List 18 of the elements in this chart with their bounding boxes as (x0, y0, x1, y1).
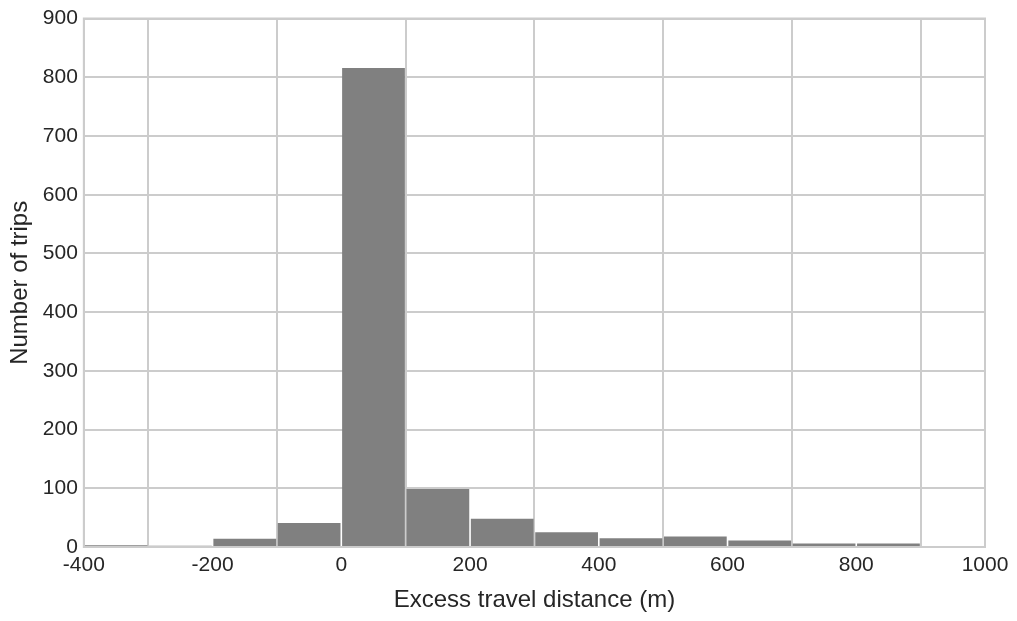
y-tick-label: 500 (42, 240, 78, 264)
x-tick-label: -200 (191, 552, 234, 576)
x-tick-label: 1000 (961, 552, 1009, 576)
x-tick-label: 800 (838, 552, 874, 576)
y-tick-label: 200 (42, 416, 78, 440)
x-axis-title: Excess travel distance (m) (393, 585, 676, 613)
y-tick-label: 400 (42, 298, 78, 322)
y-tick-label: 800 (42, 64, 78, 88)
x-tick-label: 400 (581, 552, 617, 576)
y-tick-label: 100 (42, 475, 78, 499)
y-tick-label: 300 (42, 357, 78, 381)
y-tick-label: 700 (42, 122, 78, 146)
x-tick-label: 200 (452, 552, 488, 576)
x-tick-label: 600 (710, 552, 746, 576)
y-axis-title: Number of trips (5, 200, 33, 365)
x-tick-label: 0 (335, 552, 348, 576)
y-tick-label: 900 (42, 5, 78, 29)
y-tick-label: 600 (42, 181, 78, 205)
